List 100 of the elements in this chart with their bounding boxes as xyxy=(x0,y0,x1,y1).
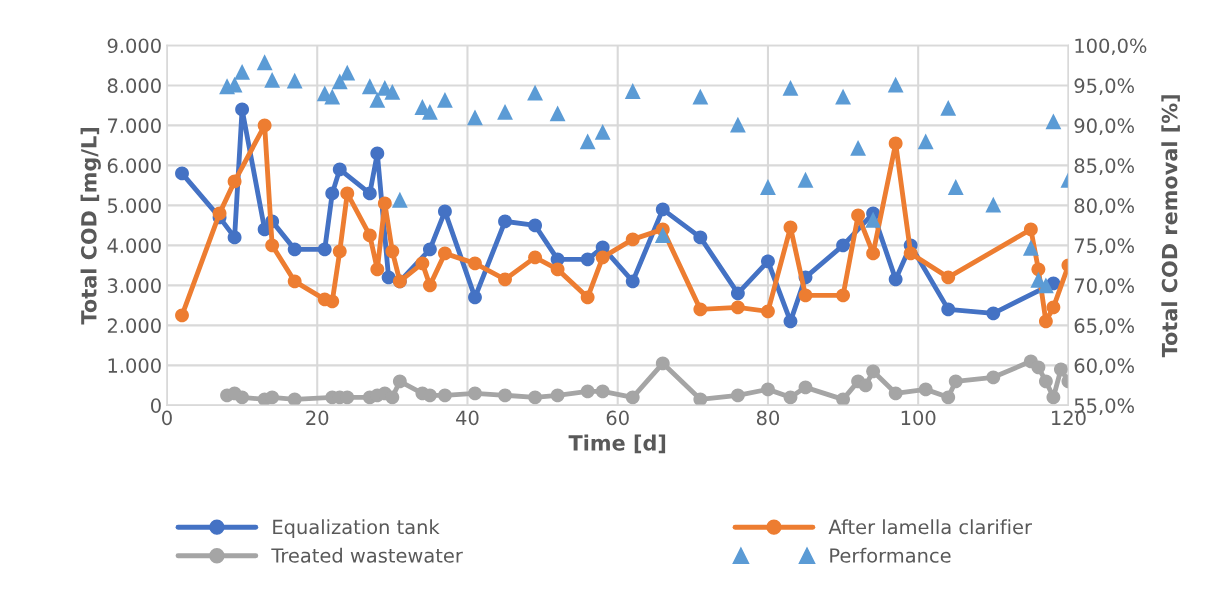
y-tick-label: 1.000 xyxy=(108,358,161,373)
y2-tick-label: 100,0% xyxy=(1075,38,1147,56)
point xyxy=(947,179,964,195)
point xyxy=(888,386,903,401)
point xyxy=(1022,239,1039,256)
point xyxy=(287,242,302,257)
point xyxy=(527,84,543,101)
point xyxy=(580,290,595,305)
legend-label: Equalization tank xyxy=(273,519,440,539)
x-tick-label: 40 xyxy=(456,410,479,426)
point xyxy=(437,388,452,403)
point xyxy=(227,230,242,245)
point xyxy=(783,314,798,329)
point xyxy=(903,246,918,261)
point xyxy=(655,202,670,217)
point xyxy=(595,384,610,399)
point xyxy=(550,262,565,277)
point xyxy=(175,166,189,181)
point xyxy=(385,390,400,405)
point xyxy=(498,388,512,403)
point xyxy=(1031,360,1046,375)
point xyxy=(1023,222,1038,237)
point xyxy=(580,252,595,267)
y2-tick-label: 85,0% xyxy=(1074,158,1134,176)
y2-tick-label: 65,0% xyxy=(1074,318,1134,335)
point xyxy=(580,384,595,399)
point xyxy=(175,308,189,323)
point xyxy=(761,254,775,269)
point xyxy=(468,386,482,401)
point xyxy=(866,364,881,379)
point xyxy=(624,83,641,99)
point xyxy=(730,388,745,403)
legend-label: After lamella clarifier xyxy=(828,519,1032,535)
point xyxy=(287,274,302,289)
x-tick-label: 100 xyxy=(901,410,936,426)
point xyxy=(782,79,799,96)
point xyxy=(579,133,596,150)
point xyxy=(265,238,280,253)
point xyxy=(325,294,340,309)
point xyxy=(340,186,355,201)
point xyxy=(866,246,881,261)
point xyxy=(865,211,882,228)
point xyxy=(234,63,251,80)
point xyxy=(986,370,1001,385)
point xyxy=(415,256,430,271)
point xyxy=(287,392,302,406)
point xyxy=(257,118,272,133)
point xyxy=(1037,277,1054,294)
point xyxy=(760,179,776,195)
point xyxy=(421,103,438,120)
point xyxy=(498,272,512,287)
point xyxy=(265,390,280,405)
point xyxy=(761,382,775,397)
point xyxy=(362,228,377,243)
point xyxy=(986,306,1001,321)
point xyxy=(888,272,903,287)
point xyxy=(887,76,904,93)
legend-label: Treated wastewater xyxy=(271,547,463,563)
point xyxy=(437,91,453,108)
point xyxy=(1038,374,1053,389)
y-tick-label: 5.000 xyxy=(107,198,161,214)
x-tick-label: 0 xyxy=(162,410,172,426)
point xyxy=(594,123,611,140)
point xyxy=(941,270,956,285)
point xyxy=(625,274,640,289)
point xyxy=(693,302,708,317)
y2-tick-label: 70,0% xyxy=(1074,278,1134,296)
point xyxy=(693,392,708,406)
point xyxy=(1046,300,1061,315)
point xyxy=(528,250,543,265)
point xyxy=(625,232,640,247)
point xyxy=(918,382,933,397)
y2-tick-label: 80,0% xyxy=(1074,198,1134,216)
point xyxy=(528,390,543,405)
point xyxy=(437,204,452,219)
point xyxy=(783,220,798,235)
point xyxy=(940,99,957,116)
point xyxy=(235,102,250,117)
point xyxy=(467,109,483,126)
point xyxy=(339,64,356,81)
point xyxy=(361,78,378,95)
point xyxy=(888,136,903,151)
point xyxy=(286,72,303,89)
point xyxy=(729,116,746,133)
y-tick-label: 7.000 xyxy=(108,118,161,134)
point xyxy=(835,88,851,105)
y-tick-label: 3.000 xyxy=(107,278,161,294)
point xyxy=(369,91,386,108)
y-axis-title: Total COD [mg/L] xyxy=(80,128,101,325)
point xyxy=(377,196,392,211)
point xyxy=(655,356,670,371)
point xyxy=(917,133,934,150)
point xyxy=(317,242,332,257)
y-tick-label: 8.000 xyxy=(107,78,161,94)
point xyxy=(422,242,437,257)
point xyxy=(692,88,709,105)
y-tick-label: 4.000 xyxy=(107,238,161,254)
x-tick-label: 20 xyxy=(306,410,329,426)
x-tick-label: 80 xyxy=(756,410,780,426)
point xyxy=(498,214,512,229)
